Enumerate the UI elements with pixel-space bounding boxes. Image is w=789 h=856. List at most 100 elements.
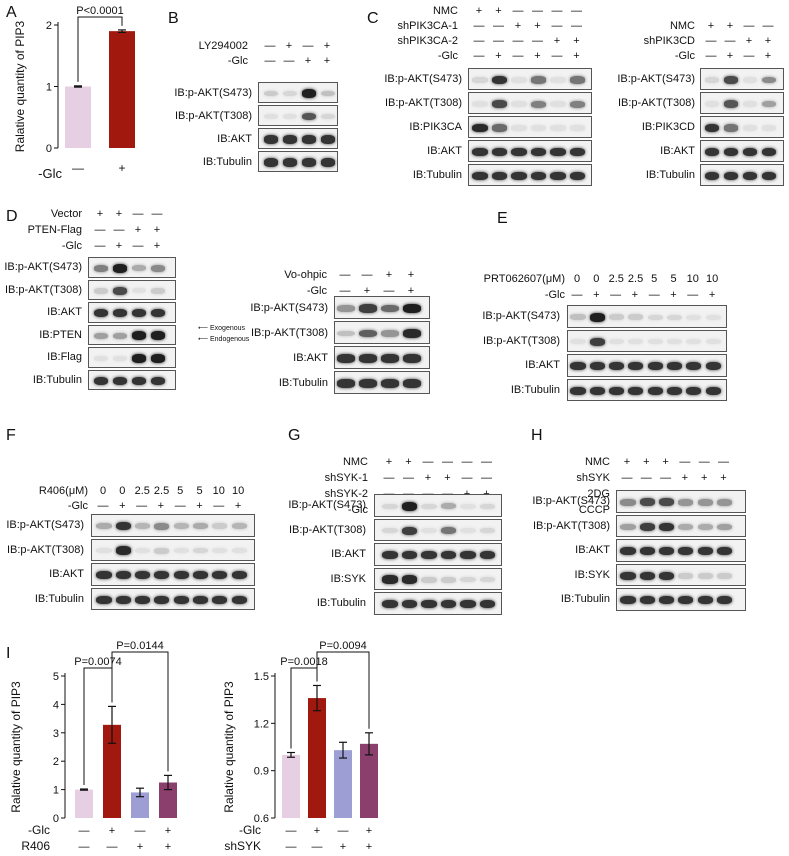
blot-band bbox=[112, 332, 128, 339]
blot-band bbox=[381, 304, 399, 313]
lane-mark: — bbox=[512, 35, 524, 47]
panel-label-d: D bbox=[6, 208, 18, 225]
lane-mark: + bbox=[304, 55, 312, 67]
blot-band bbox=[192, 571, 209, 580]
lane-mark: — bbox=[213, 500, 225, 512]
condition-label: shPIK3CD bbox=[643, 35, 695, 47]
lane-mark: + bbox=[670, 289, 677, 301]
significance-label: P=0.0018 bbox=[280, 656, 327, 668]
condition-label: -Glc bbox=[67, 500, 88, 512]
blot-band bbox=[491, 147, 508, 157]
condition-mark: — bbox=[72, 161, 84, 175]
blot-band bbox=[628, 386, 644, 395]
lane-mark: + bbox=[764, 50, 772, 62]
lane-mark: + bbox=[700, 472, 708, 484]
condition-mark: — bbox=[79, 825, 90, 837]
blot-strip bbox=[700, 140, 784, 162]
blot-band bbox=[723, 124, 739, 132]
lane-mark: — bbox=[762, 20, 774, 32]
blot-label: IB:p-AKT(S473) bbox=[532, 495, 610, 508]
blot-label: IB:Tubulin bbox=[202, 155, 252, 168]
blot-band bbox=[115, 546, 131, 556]
panel-i-left-bar-chart: Ralative quantity of PIP3 0 1 2 3 4 5 P=0.0074 P… bbox=[9, 640, 177, 853]
blot-band bbox=[282, 135, 298, 144]
blot-band bbox=[678, 523, 694, 530]
lane-mark: + bbox=[196, 500, 203, 512]
blot-strip bbox=[616, 490, 746, 513]
blot-strip bbox=[468, 164, 592, 186]
lane-mark: — bbox=[724, 35, 736, 47]
blot-band bbox=[150, 287, 166, 294]
lane-mark: 0 bbox=[573, 273, 581, 285]
blot-strip bbox=[567, 329, 727, 352]
blot-band bbox=[647, 339, 663, 345]
blot-band bbox=[382, 575, 398, 585]
blot-label: IB:Tubulin bbox=[34, 592, 84, 605]
lane-mark: — bbox=[551, 5, 563, 17]
panel-label-g: G bbox=[288, 427, 301, 444]
lane-mark: — bbox=[302, 40, 314, 52]
y-axis-label: Ralative quantity of PIP3 bbox=[13, 20, 27, 152]
blot-strip bbox=[258, 105, 338, 126]
lane-mark: — bbox=[687, 289, 699, 301]
lane-mark: + bbox=[745, 35, 753, 47]
lane-mark: — bbox=[551, 50, 563, 62]
blot-band bbox=[150, 264, 166, 272]
lane-mark: + bbox=[363, 285, 371, 297]
blot-band bbox=[93, 309, 109, 318]
blot-band bbox=[135, 595, 151, 604]
y-tick-label: 0 bbox=[53, 813, 59, 825]
blot-band bbox=[620, 498, 636, 506]
blot-band bbox=[93, 264, 109, 272]
bar bbox=[308, 698, 326, 818]
blot-band bbox=[381, 330, 399, 337]
lane-mark: — bbox=[718, 456, 729, 468]
blot-label: IB:p-AKT(T308) bbox=[4, 283, 82, 296]
y-tick-label: 0.9 bbox=[254, 766, 269, 778]
blot-strip bbox=[374, 543, 502, 566]
condition-row-label: shSYK bbox=[224, 839, 261, 853]
lane-mark: — bbox=[94, 240, 106, 252]
panel-label-c: C bbox=[367, 10, 379, 27]
blot-band bbox=[479, 600, 496, 609]
y-tick-label: 2 bbox=[53, 756, 59, 768]
blot-band bbox=[337, 330, 355, 337]
blot-band bbox=[382, 600, 398, 609]
condition-mark: + bbox=[366, 825, 372, 837]
blot-band bbox=[135, 523, 151, 530]
y-tick-label: 1 bbox=[46, 82, 52, 94]
blot-band bbox=[550, 125, 566, 131]
blot-band bbox=[530, 147, 547, 157]
blot-band bbox=[337, 379, 355, 388]
blot-band bbox=[301, 158, 317, 167]
blot-band bbox=[723, 76, 739, 84]
blot-band bbox=[263, 135, 279, 144]
blot-band bbox=[678, 572, 694, 579]
lane-mark: — bbox=[94, 224, 106, 236]
lane-mark: + bbox=[707, 20, 715, 32]
blot-band bbox=[647, 314, 663, 320]
blot-band bbox=[263, 113, 279, 120]
lane-mark: — bbox=[97, 500, 109, 512]
lane-mark: — bbox=[698, 456, 710, 468]
blot-band bbox=[511, 171, 527, 181]
blot-band bbox=[491, 171, 508, 181]
blot-band bbox=[666, 339, 683, 345]
lane-mark: + bbox=[323, 55, 331, 67]
blot-band bbox=[472, 147, 488, 157]
lane-mark: 2.5 bbox=[153, 485, 170, 497]
lane-mark: 0 bbox=[99, 485, 107, 497]
y-tick-label: 1.2 bbox=[254, 718, 269, 730]
condition-label: shPIK3CA-2 bbox=[397, 35, 458, 47]
blot-band bbox=[150, 331, 166, 341]
blot-band bbox=[154, 595, 170, 604]
y-axis-label: Ralative quantity of PIP3 bbox=[9, 681, 23, 813]
blot-band bbox=[212, 523, 228, 530]
bar bbox=[131, 792, 149, 818]
lane-mark: — bbox=[264, 55, 276, 67]
blot-label: IB:Tubulin bbox=[278, 376, 328, 389]
condition-label: shSYK-1 bbox=[324, 472, 368, 484]
blot-band bbox=[570, 362, 586, 371]
blot-label: IB:Tubulin bbox=[316, 597, 366, 610]
blot-strip bbox=[88, 369, 176, 390]
